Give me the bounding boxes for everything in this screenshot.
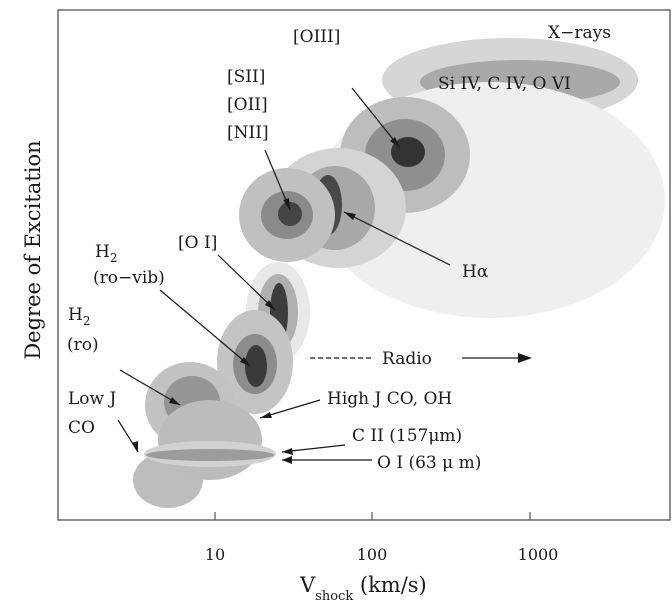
oi-forbidden-label: [O I]: [178, 233, 217, 253]
h2-rovib-label: H2: [95, 242, 117, 265]
oiii-label: [OIII]: [293, 27, 340, 47]
lowj-label-line2: CO: [68, 418, 95, 438]
oii-label: [OII]: [227, 95, 268, 115]
h2-ro-paren-label: (ro): [67, 335, 99, 355]
h2-ro-arrowhead: [169, 397, 180, 405]
x-axis-title: Vshock (km/s): [299, 573, 427, 604]
oi63-arrowhead: [282, 456, 292, 464]
oiii-core-blob: [391, 137, 425, 167]
h2-rovib-arrowhead: [240, 357, 250, 366]
cii-label: C II (157μm): [352, 426, 462, 446]
highj-label: High J CO, OH: [327, 389, 452, 409]
h2-ro-label: H2: [68, 305, 90, 328]
halpha-arrowhead: [344, 212, 356, 220]
oi-arrow: [217, 254, 276, 311]
h2-rovib-paren-label: (ro−vib): [93, 268, 165, 288]
lowj-arrowhead: [132, 441, 138, 452]
siiv-label: Si IV, C IV, O VI: [438, 74, 571, 94]
halpha-arrow: [343, 211, 451, 266]
oi-arrowhead: [265, 300, 275, 310]
sii-arrowhead: [283, 198, 290, 210]
radio-arrowhead: [518, 353, 532, 363]
cii-arrowhead: [282, 448, 293, 455]
highj-arrowhead: [260, 412, 272, 418]
x-tick-label-100: 100: [357, 545, 388, 564]
oi63-label: O I (63 μ m): [377, 453, 481, 473]
lowj-label-line1: Low J: [68, 389, 116, 409]
halpha-label: Hα: [462, 262, 489, 282]
nii-label: [NII]: [227, 123, 269, 143]
sii-label: [SII]: [227, 67, 265, 87]
oiii-arrow: [351, 87, 401, 149]
y-axis-title: Degree of Excitation: [21, 140, 45, 359]
x-tick-label-10: 10: [205, 545, 225, 564]
xrays-label: X−rays: [548, 23, 611, 43]
oiii-arrowhead: [390, 137, 400, 148]
sii-core-blob: [278, 202, 302, 226]
high-j-co-blob: [158, 400, 262, 480]
h2-ro-arrow: [119, 369, 181, 406]
x-tick-label-1000: 1000: [518, 545, 559, 564]
cii-arrow: [281, 444, 346, 453]
h2-rovib-core-blob: [245, 345, 267, 387]
oi63-band: [146, 449, 274, 461]
radio-label: Radio: [382, 349, 432, 369]
h2-rovib-arrow: [159, 289, 251, 367]
